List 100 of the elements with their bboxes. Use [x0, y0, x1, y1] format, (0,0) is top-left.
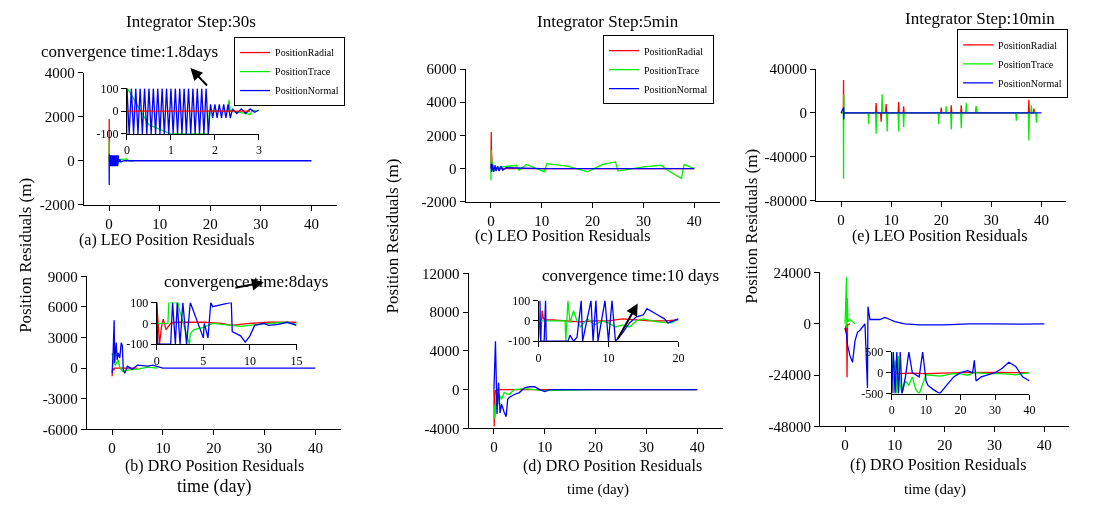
- x-tick-label: 10: [243, 353, 256, 368]
- y-tick-label: 100: [100, 81, 119, 96]
- x-tick-label: 15: [290, 353, 303, 368]
- x-tick-label: 0: [841, 437, 849, 454]
- x-tick-label: 10: [155, 440, 171, 457]
- text: convergence time:1.8days: [41, 42, 219, 61]
- x-tick-label: 40: [1036, 437, 1052, 454]
- text: (c) LEO Position Residuals: [475, 227, 651, 245]
- y-tick-label: 4000: [429, 343, 460, 360]
- y-tick-label: 9000: [47, 268, 78, 285]
- y-tick-label: 4000: [44, 65, 75, 82]
- x-tick-label: 10: [152, 215, 168, 232]
- y-tick-label: 2000: [44, 109, 75, 126]
- y-tick-label: 0: [524, 314, 531, 329]
- y-tick-label: 0: [452, 381, 460, 398]
- x-axis-title: time (day): [904, 481, 967, 498]
- x-tick-label: 20: [954, 402, 967, 417]
- x-tick-label: 5: [200, 353, 207, 368]
- x-tick-label: 40: [689, 439, 705, 456]
- x-tick-label: 10: [887, 437, 903, 454]
- x-tick-label: 40: [303, 215, 319, 232]
- y-tick-label: -2000: [39, 196, 75, 213]
- y-tick-label: 6000: [426, 61, 457, 78]
- x-tick-label: 0: [888, 402, 895, 417]
- text: (f) DRO Position Residuals: [850, 456, 1027, 474]
- x-tick-label: 30: [635, 212, 651, 229]
- x-tick-label: 20: [206, 440, 222, 457]
- y-tick-label: 4000: [426, 94, 457, 111]
- x-tick-label: 10: [920, 402, 933, 417]
- y-axis-title: Position Residuals (m): [741, 148, 761, 304]
- text: (a) LEO Position Residuals: [79, 231, 255, 249]
- x-tick-label: 0: [487, 212, 495, 229]
- x-tick-label: 3: [255, 143, 262, 158]
- x-tick-label: 30: [638, 439, 654, 456]
- legend-label: PositionTrace: [275, 66, 331, 78]
- y-tick-label: -40000: [764, 149, 808, 166]
- y-tick-label: -100: [126, 337, 149, 352]
- legend-label: PositionNormal: [998, 77, 1062, 89]
- x-tick-label: 10: [883, 211, 899, 228]
- y-tick-label: 0: [803, 316, 812, 333]
- chart-title: Integrator Step:30s: [126, 12, 256, 31]
- y-tick-label: 0: [799, 105, 808, 122]
- x-tick-label: 20: [588, 439, 604, 456]
- text: (e) LEO Position Residuals: [852, 227, 1028, 245]
- legend-label: PositionNormal: [275, 85, 339, 97]
- y-tick-label: 24000: [773, 264, 812, 281]
- chart-title: Integrator Step:10min: [905, 9, 1056, 28]
- y-tick-label: -500: [861, 386, 884, 401]
- x-tick-label: 0: [153, 353, 160, 368]
- y-tick-label: 2000: [426, 127, 457, 144]
- x-tick-label: 10: [602, 350, 615, 365]
- x-tick-label: 30: [987, 437, 1003, 454]
- y-tick-label: 8000: [429, 304, 460, 321]
- x-tick-label: 10: [534, 212, 550, 229]
- x-tick-label: 20: [585, 212, 601, 229]
- x-tick-label: 40: [686, 212, 702, 229]
- x-tick-label: 40: [1023, 402, 1036, 417]
- x-tick-label: 0: [490, 439, 498, 456]
- annotation: convergence time:10 days: [542, 266, 720, 285]
- y-tick-label: -48000: [768, 418, 812, 435]
- y-tick-label: 100: [512, 293, 531, 308]
- x-tick-label: 20: [933, 211, 949, 228]
- x-axis-title: time (day): [177, 476, 252, 497]
- y-tick-label: -4000: [424, 420, 460, 437]
- y-tick-label: -100: [508, 334, 531, 349]
- y-tick-label: 0: [877, 365, 884, 380]
- y-axis-title: Position Residuals (m): [15, 177, 35, 333]
- x-tick-label: 30: [253, 215, 269, 232]
- x-tick-label: 30: [989, 402, 1002, 417]
- y-tick-label: 100: [130, 295, 149, 310]
- x-tick-label: 20: [937, 437, 953, 454]
- x-tick-label: 30: [257, 440, 273, 457]
- text: (d) DRO Position Residuals: [523, 457, 703, 475]
- x-tick-label: 1: [167, 143, 174, 158]
- y-tick-label: -80000: [764, 193, 808, 210]
- y-tick-label: -3000: [42, 391, 78, 408]
- x-tick-label: 20: [672, 350, 685, 365]
- x-tick-label: 0: [837, 211, 845, 228]
- y-tick-label: 0: [112, 104, 119, 119]
- y-tick-label: 6000: [47, 299, 78, 316]
- y-tick-label: -24000: [768, 367, 812, 384]
- x-tick-label: 20: [202, 215, 218, 232]
- x-tick-label: 10: [537, 439, 553, 456]
- y-tick-label: 0: [449, 160, 457, 177]
- x-tick-label: 40: [307, 440, 323, 457]
- legend-label: PositionTrace: [998, 58, 1054, 70]
- x-tick-label: 30: [983, 211, 999, 228]
- y-tick-label: -6000: [42, 421, 78, 438]
- x-axis-title: time (day): [567, 481, 630, 498]
- legend-label: PositionRadial: [275, 47, 335, 59]
- x-tick-label: 40: [1033, 211, 1049, 228]
- legend-label: PositionRadial: [644, 45, 704, 57]
- y-axis-title: Position Residuals (m): [383, 158, 403, 314]
- y-tick-label: 3000: [47, 329, 78, 346]
- x-tick-label: 0: [535, 350, 542, 365]
- y-tick-label: 40000: [769, 61, 808, 78]
- chart-title: Integrator Step:5min: [537, 12, 679, 31]
- y-tick-label: 12000: [422, 265, 460, 282]
- legend-label: PositionNormal: [644, 83, 708, 95]
- legend-label: PositionTrace: [644, 64, 700, 76]
